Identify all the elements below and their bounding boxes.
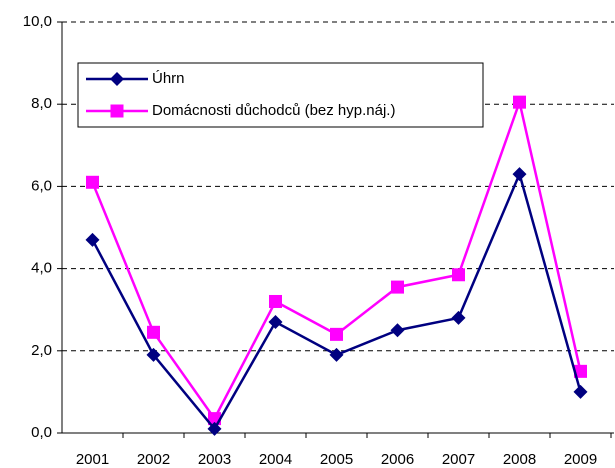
marker	[146, 347, 161, 362]
marker	[268, 315, 283, 330]
marker	[513, 95, 526, 109]
marker	[110, 72, 124, 86]
legend-box	[77, 62, 484, 128]
y-tick-label: 2,0	[31, 342, 52, 359]
y-tick-label: 4,0	[31, 260, 52, 277]
marker	[390, 323, 405, 338]
marker	[574, 364, 587, 378]
marker	[207, 421, 222, 436]
marker	[85, 232, 100, 247]
x-tick-label: 2005	[320, 451, 353, 468]
x-tick-label: 2001	[76, 451, 109, 468]
x-tick-label: 2003	[198, 451, 231, 468]
marker	[147, 325, 160, 339]
x-tick-label: 2007	[442, 451, 475, 468]
x-tick-label: 2004	[259, 451, 292, 468]
y-tick-label: 10,0	[23, 13, 52, 30]
y-tick-label: 0,0	[31, 424, 52, 441]
legend-label: Úhrn	[152, 70, 185, 87]
marker	[329, 347, 344, 362]
x-tick-label: 2008	[503, 451, 536, 468]
marker	[86, 175, 99, 189]
y-tick-label: 6,0	[31, 177, 52, 194]
marker	[391, 280, 404, 294]
marker	[452, 268, 465, 282]
marker	[269, 294, 282, 308]
marker	[451, 310, 466, 325]
marker	[110, 104, 124, 118]
x-tick-label: 2009	[564, 451, 597, 468]
marker	[512, 167, 527, 182]
marker	[573, 384, 588, 399]
legend-label: Domácnosti důchodců (bez hyp.náj.)	[152, 102, 395, 119]
x-tick-label: 2002	[137, 451, 170, 468]
x-tick-label: 2006	[381, 451, 414, 468]
marker	[330, 327, 343, 341]
series-line	[91, 170, 582, 432]
y-tick-label: 8,0	[31, 95, 52, 112]
